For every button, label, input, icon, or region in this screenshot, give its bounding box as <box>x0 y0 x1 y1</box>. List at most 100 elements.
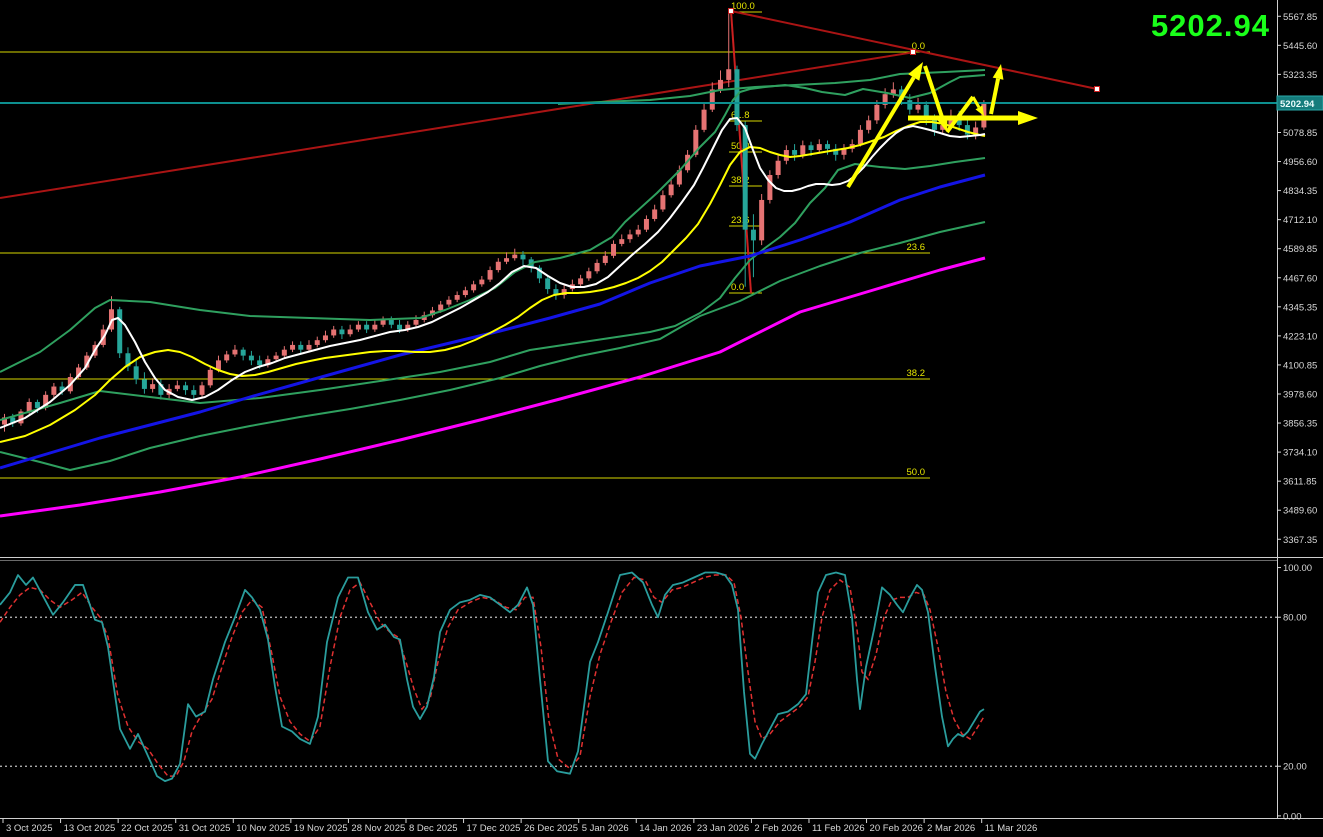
fib-retracement-small-anchor-marker[interactable] <box>728 8 734 14</box>
candle-up[interactable] <box>627 234 633 240</box>
candle-up[interactable] <box>43 394 49 408</box>
candle-up[interactable] <box>767 175 773 200</box>
candle-up[interactable] <box>174 385 180 389</box>
candle-down[interactable] <box>298 344 304 350</box>
candle-up[interactable] <box>76 367 82 378</box>
candle-up[interactable] <box>619 239 625 244</box>
candle-down[interactable] <box>59 386 65 392</box>
candle-down[interactable] <box>257 360 263 366</box>
candle-up[interactable] <box>643 218 649 230</box>
candle-up[interactable] <box>331 329 337 336</box>
candle-up[interactable] <box>495 261 501 271</box>
candle-down[interactable] <box>158 384 164 395</box>
candle-up[interactable] <box>816 144 822 151</box>
candle-down[interactable] <box>191 390 197 395</box>
candle-up[interactable] <box>611 243 617 256</box>
candle-down[interactable] <box>964 125 970 135</box>
candle-down[interactable] <box>10 417 16 424</box>
candle-down[interactable] <box>520 254 526 260</box>
candle-down[interactable] <box>388 319 394 325</box>
candle-up[interactable] <box>701 109 707 130</box>
candle-up[interactable] <box>578 278 584 285</box>
candle-up[interactable] <box>26 401 32 412</box>
candle-up[interactable] <box>479 279 485 285</box>
candle-down[interactable] <box>931 120 937 130</box>
candle-up[interactable] <box>232 349 238 355</box>
candle-up[interactable] <box>207 369 213 386</box>
candle-up[interactable] <box>668 184 674 196</box>
drawn-arrow-1[interactable] <box>923 65 945 119</box>
candle-up[interactable] <box>857 129 863 145</box>
candle-up[interactable] <box>635 229 641 235</box>
drawn-arrow-2[interactable] <box>945 95 975 134</box>
drawn-arrow-4[interactable] <box>989 78 1001 115</box>
candle-up[interactable] <box>273 355 279 360</box>
candle-up[interactable] <box>487 270 493 280</box>
candle-up[interactable] <box>454 295 460 300</box>
candle-up[interactable] <box>405 324 411 330</box>
candle-up[interactable] <box>726 69 732 80</box>
candle-up[interactable] <box>51 386 57 395</box>
drawn-arrow-3[interactable] <box>971 96 981 109</box>
candle-up[interactable] <box>314 340 320 345</box>
candle-up[interactable] <box>215 360 221 370</box>
candle-up[interactable] <box>561 289 567 296</box>
candle-up[interactable] <box>446 299 452 305</box>
fib-retracement-large-anchor-marker[interactable] <box>910 49 916 55</box>
candle-up[interactable] <box>355 324 361 330</box>
candle-up[interactable] <box>676 170 682 185</box>
candle-up[interactable] <box>512 254 518 259</box>
candle-down[interactable] <box>133 366 139 380</box>
candle-down[interactable] <box>141 379 147 389</box>
candle-up[interactable] <box>709 89 715 110</box>
drawn-arrow-0[interactable] <box>846 76 916 189</box>
candle-down[interactable] <box>117 309 123 354</box>
candle-up[interactable] <box>281 349 287 356</box>
candle-down[interactable] <box>907 100 913 110</box>
candle-up[interactable] <box>890 89 896 95</box>
candle-up[interactable] <box>594 262 600 272</box>
candle-up[interactable] <box>347 329 353 335</box>
candle-up[interactable] <box>199 385 205 395</box>
trendline-endpoint-marker[interactable] <box>1094 86 1100 92</box>
candle-up[interactable] <box>973 127 979 135</box>
candle-down[interactable] <box>240 349 246 356</box>
candle-up[interactable] <box>882 94 888 105</box>
candle-up[interactable] <box>322 335 328 341</box>
candle-up[interactable] <box>759 199 765 241</box>
candle-up[interactable] <box>775 160 781 175</box>
candle-up[interactable] <box>940 125 946 130</box>
candle-up[interactable] <box>602 255 608 263</box>
candle-up[interactable] <box>380 319 386 325</box>
candle-up[interactable] <box>660 195 666 210</box>
candle-up[interactable] <box>413 319 419 325</box>
candle-up[interactable] <box>693 129 699 155</box>
candle-down[interactable] <box>833 148 839 155</box>
candle-up[interactable] <box>504 258 510 262</box>
candle-up[interactable] <box>2 417 7 425</box>
candle-down[interactable] <box>808 145 814 151</box>
candle-up[interactable] <box>290 344 296 350</box>
candle-down[interactable] <box>339 329 345 335</box>
candle-up[interactable] <box>224 354 230 361</box>
candle-up[interactable] <box>874 104 880 121</box>
candle-down[interactable] <box>397 324 403 330</box>
candle-up[interactable] <box>915 104 921 110</box>
candle-up[interactable] <box>841 148 847 155</box>
candle-up[interactable] <box>586 271 592 279</box>
candle-up[interactable] <box>150 384 156 389</box>
candle-down[interactable] <box>734 69 740 126</box>
candle-up[interactable] <box>471 284 477 291</box>
candle-up[interactable] <box>800 145 806 155</box>
candle-down[interactable] <box>923 104 929 121</box>
candle-up[interactable] <box>652 209 658 219</box>
candle-down[interactable] <box>125 353 131 367</box>
candle-up[interactable] <box>306 344 312 350</box>
candle-down[interactable] <box>742 125 748 230</box>
candle-down[interactable] <box>545 278 551 290</box>
candle-up[interactable] <box>718 79 724 90</box>
candle-down[interactable] <box>825 144 830 149</box>
trendline-0[interactable] <box>0 51 916 199</box>
candle-up[interactable] <box>438 304 444 311</box>
